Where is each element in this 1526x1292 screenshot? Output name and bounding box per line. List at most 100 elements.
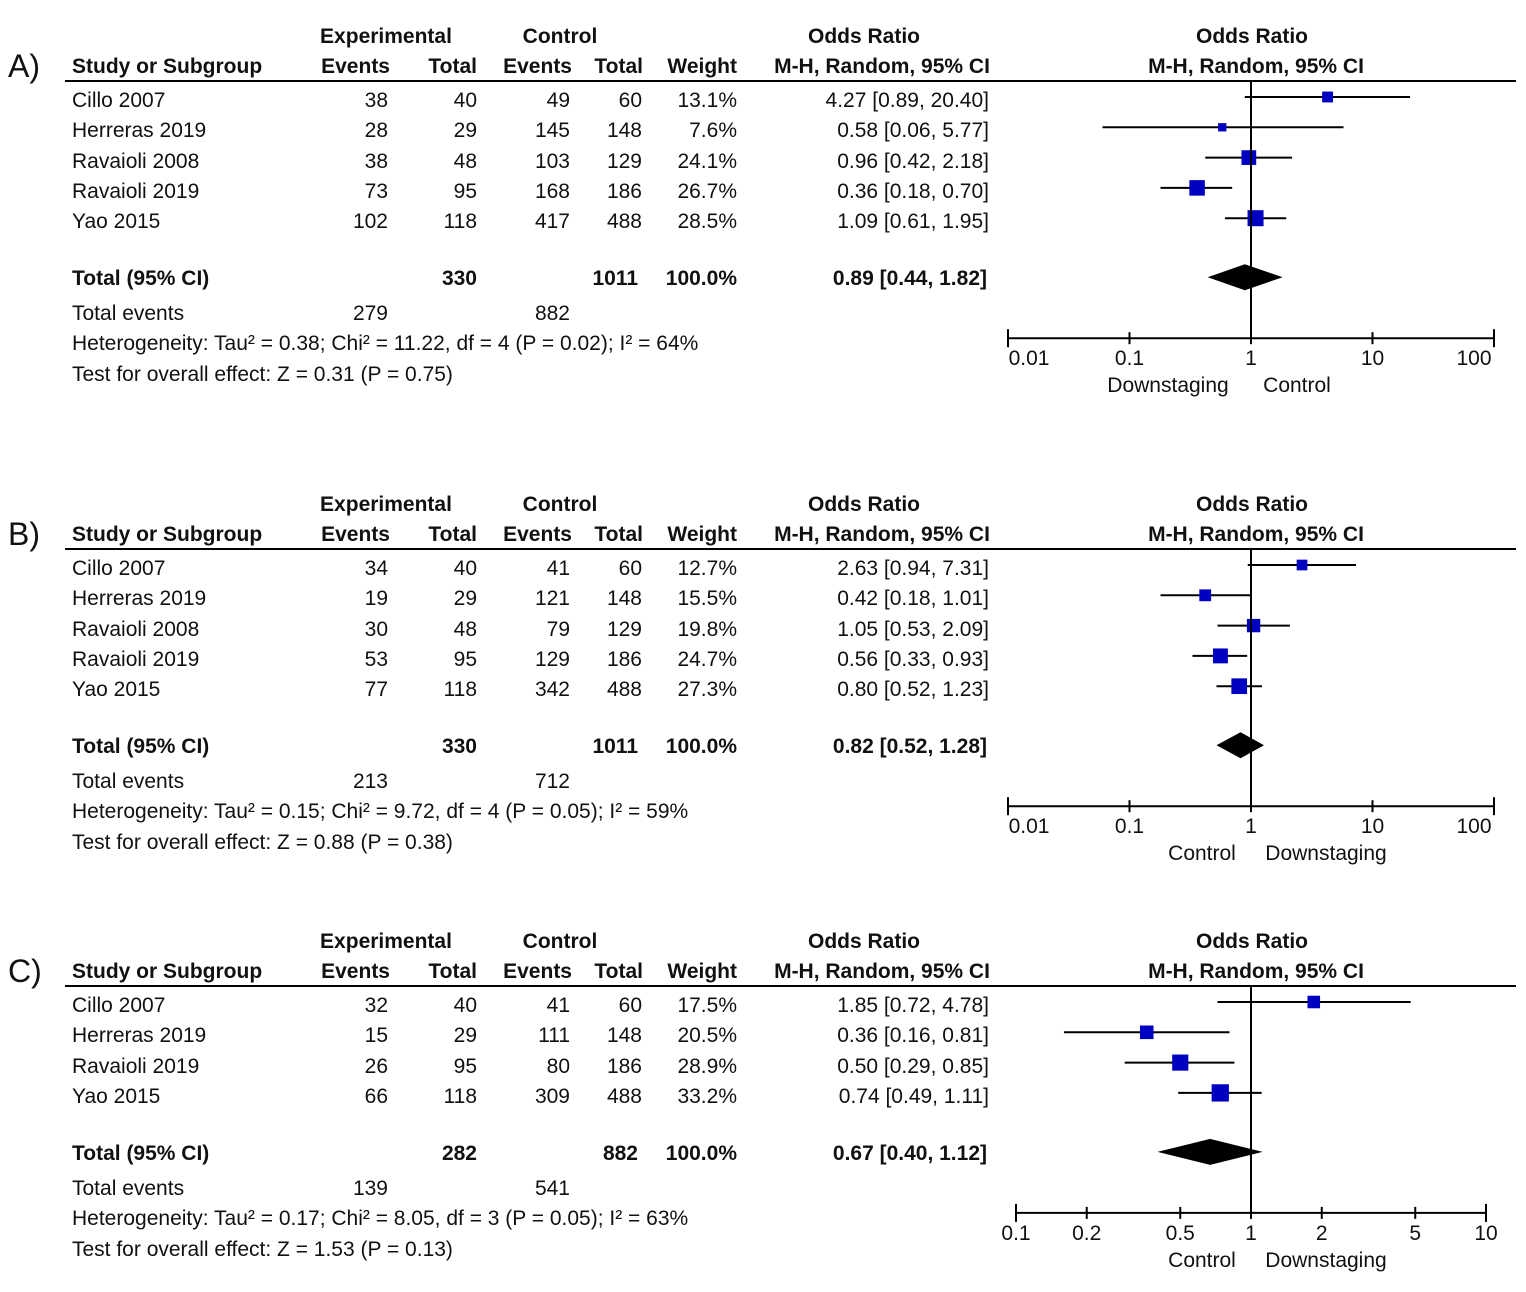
exp-events: 53 bbox=[364, 647, 388, 671]
study-odds-ratio-ci: 1.85 [0.72, 4.78] bbox=[837, 994, 989, 1017]
study-odds-ratio-ci: 0.74 [0.49, 1.11] bbox=[838, 1084, 989, 1108]
study-point-square bbox=[1246, 618, 1261, 633]
exp-total: 40 bbox=[453, 557, 477, 580]
header-method-plot: M-H, Random, 95% CI bbox=[1148, 523, 1364, 546]
ctl-events: 309 bbox=[534, 1084, 570, 1108]
exp-events: 19 bbox=[364, 587, 388, 611]
header-control: Control bbox=[522, 25, 598, 48]
x-axis-tick-label: 0.1 bbox=[1001, 1221, 1031, 1245]
ctl-total: 148 bbox=[606, 1024, 642, 1048]
header-experimental: Experimental bbox=[320, 25, 452, 48]
study-point-square bbox=[1139, 1025, 1154, 1040]
axis-left-direction-label: Control bbox=[1168, 1248, 1236, 1272]
ctl-total: 488 bbox=[606, 678, 642, 702]
heterogeneity-stats: Heterogeneity: Tau² = 0.15; Chi² = 9.72,… bbox=[72, 800, 689, 824]
study-odds-ratio-ci: 0.58 [0.06, 5.77] bbox=[837, 119, 989, 143]
pooled-diamond bbox=[1207, 264, 1283, 291]
exp-total: 95 bbox=[453, 647, 477, 671]
header-method-plot: M-H, Random, 95% CI bbox=[1148, 55, 1364, 78]
study-point-square bbox=[1296, 559, 1308, 571]
study-odds-ratio-ci: 1.05 [0.53, 2.09] bbox=[837, 617, 989, 641]
ctl-total: 60 bbox=[618, 994, 642, 1017]
x-axis-tick-label: 1 bbox=[1245, 347, 1257, 371]
header-odds-ratio: Odds Ratio bbox=[807, 25, 921, 48]
total-weight: 100.0% bbox=[665, 1141, 737, 1165]
x-axis-tick-label: 100 bbox=[1456, 815, 1492, 839]
ctl-total: 488 bbox=[606, 210, 642, 234]
header-ctl-total: Total bbox=[594, 960, 643, 983]
total-label: Total (95% CI) bbox=[72, 267, 210, 291]
total-odds-ratio-ci: 0.67 [0.40, 1.12] bbox=[832, 1141, 987, 1165]
exp-events: 102 bbox=[352, 210, 388, 234]
header-exp-events: Events bbox=[321, 960, 390, 983]
exp-events: 77 bbox=[364, 678, 388, 702]
study-weight: 20.5% bbox=[677, 1024, 737, 1048]
total-label: Total (95% CI) bbox=[72, 735, 210, 759]
study-name: Cillo 2007 bbox=[72, 994, 166, 1017]
study-odds-ratio-ci: 0.36 [0.18, 0.70] bbox=[837, 179, 989, 203]
header-method-plot: M-H, Random, 95% CI bbox=[1148, 960, 1364, 983]
exp-total: 48 bbox=[453, 617, 477, 641]
ctl-total: 488 bbox=[606, 1084, 642, 1108]
header-experimental: Experimental bbox=[320, 493, 452, 516]
x-axis-tick-label: 0.01 bbox=[1008, 815, 1050, 839]
ctl-events: 417 bbox=[534, 210, 570, 234]
study-weight: 24.1% bbox=[677, 149, 737, 173]
study-odds-ratio-ci: 0.50 [0.29, 0.85] bbox=[837, 1054, 989, 1078]
exp-events: 66 bbox=[364, 1084, 388, 1108]
header-method: M-H, Random, 95% CI bbox=[774, 55, 990, 78]
axis-left-direction-label: Downstaging bbox=[1107, 374, 1229, 398]
x-axis-tick-label: 1 bbox=[1245, 1221, 1257, 1245]
study-name: Yao 2015 bbox=[72, 1084, 161, 1108]
ctl-events: 79 bbox=[546, 617, 570, 641]
ctl-total: 148 bbox=[606, 119, 642, 143]
header-method: M-H, Random, 95% CI bbox=[774, 523, 990, 546]
pooled-diamond bbox=[1216, 732, 1265, 759]
study-name: Yao 2015 bbox=[72, 678, 161, 702]
header-control: Control bbox=[522, 930, 598, 953]
header-odds-ratio: Odds Ratio bbox=[807, 930, 921, 953]
total-odds-ratio-ci: 0.89 [0.44, 1.82] bbox=[832, 267, 987, 291]
total-odds-ratio-ci: 0.82 [0.52, 1.28] bbox=[832, 735, 987, 759]
study-weight: 28.5% bbox=[677, 210, 737, 234]
header-study: Study or Subgroup bbox=[72, 523, 263, 546]
study-name: Ravaioli 2019 bbox=[72, 647, 200, 671]
header-weight: Weight bbox=[667, 55, 737, 78]
exp-total: 118 bbox=[443, 1084, 477, 1108]
exp-events: 34 bbox=[364, 557, 388, 580]
panel-label: A) bbox=[8, 48, 40, 84]
study-point-square bbox=[1199, 589, 1212, 602]
total-weight: 100.0% bbox=[665, 267, 737, 291]
study-odds-ratio-ci: 0.42 [0.18, 1.01] bbox=[837, 587, 989, 611]
study-weight: 28.9% bbox=[677, 1054, 737, 1078]
ctl-total: 186 bbox=[606, 647, 642, 671]
exp-total: 95 bbox=[453, 179, 477, 203]
x-axis-tick-label: 0.5 bbox=[1165, 1221, 1195, 1245]
ctl-events: 121 bbox=[534, 587, 570, 611]
pooled-diamond bbox=[1157, 1138, 1263, 1165]
ctl-events: 41 bbox=[546, 994, 570, 1017]
x-axis-tick-label: 10 bbox=[1360, 815, 1385, 839]
total-events-ctl: 541 bbox=[534, 1176, 570, 1200]
ctl-total: 129 bbox=[606, 149, 642, 173]
header-study: Study or Subgroup bbox=[72, 960, 263, 983]
ctl-events: 80 bbox=[546, 1054, 570, 1078]
study-point-square bbox=[1247, 210, 1264, 227]
exp-total: 95 bbox=[453, 1054, 477, 1078]
study-odds-ratio-ci: 1.09 [0.61, 1.95] bbox=[837, 210, 989, 234]
heterogeneity-stats: Heterogeneity: Tau² = 0.38; Chi² = 11.22… bbox=[72, 332, 699, 356]
study-odds-ratio-ci: 2.63 [0.94, 7.31] bbox=[837, 557, 989, 580]
ctl-total: 148 bbox=[606, 587, 642, 611]
exp-events: 73 bbox=[364, 179, 388, 203]
axis-right-direction-label: Downstaging bbox=[1265, 842, 1387, 866]
exp-events: 32 bbox=[364, 994, 388, 1017]
header-ctl-events: Events bbox=[503, 523, 572, 546]
study-point-square bbox=[1241, 150, 1257, 165]
study-name: Herreras 2019 bbox=[72, 587, 207, 611]
exp-total: 29 bbox=[453, 1024, 477, 1048]
header-exp-events: Events bbox=[321, 55, 390, 78]
total-events-label: Total events bbox=[72, 770, 185, 794]
axis-left-direction-label: Control bbox=[1168, 842, 1236, 866]
